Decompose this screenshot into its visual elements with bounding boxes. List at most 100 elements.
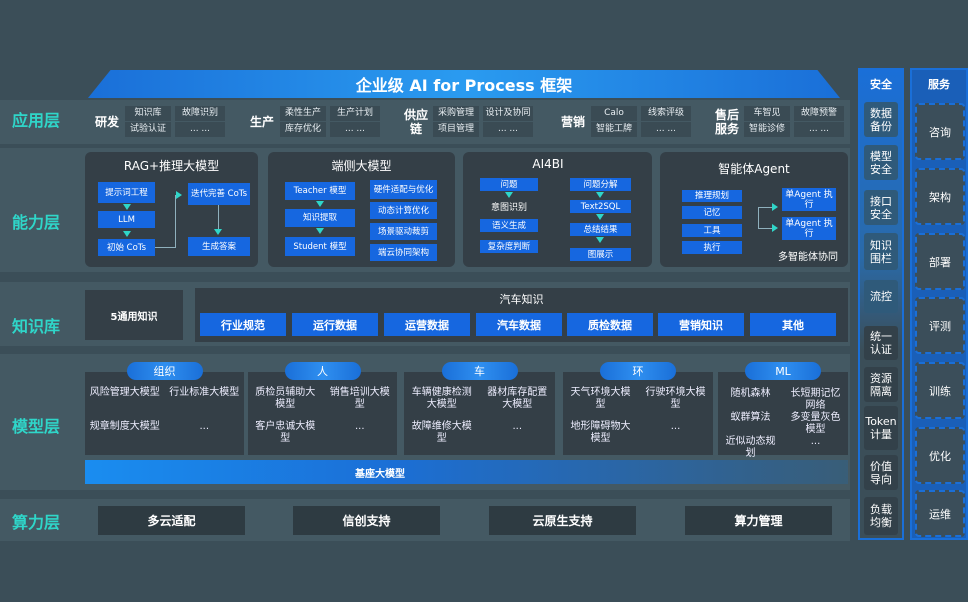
app-group-label: 供应链 bbox=[403, 107, 428, 136]
app-group: 售后服务 车智见 故障预警 智能诊修 ... ... bbox=[714, 106, 844, 137]
model-item: 车辆健康检测大模型 bbox=[411, 387, 472, 410]
app-item: 采购管理 bbox=[433, 106, 479, 121]
app-item-grid: 知识库 故障识别 试验认证 ... ... bbox=[125, 106, 225, 137]
edge-step: Student 模型 bbox=[285, 237, 355, 256]
rag-step: 迭代完善 CoTs bbox=[188, 183, 250, 205]
edge-model-panel: 端侧大模型 Teacher 模型 知识提取 Student 模型 硬件适配与优化… bbox=[268, 152, 455, 267]
edge-step: Teacher 模型 bbox=[285, 182, 355, 200]
model-item: 质检员辅助大模型 bbox=[255, 387, 316, 410]
app-item: 故障识别 bbox=[175, 106, 225, 121]
app-item: 知识库 bbox=[125, 106, 171, 121]
arrow-down-icon bbox=[505, 192, 513, 198]
arrow-down-icon bbox=[123, 204, 131, 210]
model-item: 随机森林 bbox=[730, 388, 771, 399]
layer-label-app: 应用层 bbox=[12, 111, 61, 130]
compute-item: 信创支持 bbox=[293, 506, 440, 535]
agent-title: 智能体Agent bbox=[718, 162, 790, 176]
model-item: 规章制度大模型 bbox=[89, 421, 160, 432]
compute-item: 算力管理 bbox=[685, 506, 832, 535]
app-group: 营销 Calo 线索评级 智能工牌 ... ... bbox=[559, 106, 691, 137]
model-item: 故障维修大模型 bbox=[411, 421, 472, 444]
agent-module: 执行 bbox=[682, 241, 742, 254]
model-group-panel bbox=[404, 372, 555, 455]
model-group-label: 组织 bbox=[126, 362, 203, 380]
security-item: 模型安全 bbox=[864, 145, 898, 180]
edge-feature: 动态计算优化 bbox=[370, 202, 437, 219]
edge-feature: 场景驱动裁剪 bbox=[370, 223, 437, 240]
app-item: 车智见 bbox=[744, 106, 790, 121]
knowledge-item: 营销知识 bbox=[658, 313, 744, 336]
model-item: 天气环境大模型 bbox=[570, 387, 631, 410]
app-group: 生产 柔性生产 生产计划 库存优化 ... ... bbox=[248, 106, 380, 137]
app-item: 柔性生产 bbox=[280, 106, 326, 121]
app-item: 智能诊修 bbox=[744, 122, 790, 137]
knowledge-item: 行业规范 bbox=[200, 313, 286, 336]
security-item: 知识围栏 bbox=[864, 233, 898, 270]
rag-step: 生成答案 bbox=[188, 237, 250, 256]
connector bbox=[218, 205, 219, 230]
model-item: 行驶环境大模型 bbox=[645, 387, 706, 410]
model-item: 蚁群算法 bbox=[730, 412, 771, 423]
app-item: 故障预警 bbox=[794, 106, 844, 121]
app-item-grid: 采购管理 设计及协同 项目管理 ... ... bbox=[433, 106, 533, 137]
arrow-down-icon bbox=[596, 192, 604, 198]
knowledge-item: 运营数据 bbox=[384, 313, 470, 336]
model-item: ... bbox=[670, 421, 681, 432]
model-item: 行业标准大模型 bbox=[169, 387, 240, 398]
model-item: 多变量灰色模型 bbox=[790, 412, 841, 435]
security-item: Token计量 bbox=[864, 406, 898, 450]
app-item-grid: 车智见 故障预警 智能诊修 ... ... bbox=[744, 106, 844, 137]
agent-module: 记忆 bbox=[682, 206, 742, 219]
connector bbox=[758, 207, 772, 208]
single-agent-box: 单Agent 执行 bbox=[782, 188, 836, 211]
security-item: 价值导向 bbox=[864, 455, 898, 490]
ai4bi-step: 图展示 bbox=[570, 248, 631, 261]
general-knowledge-box: 5通用知识 bbox=[85, 290, 183, 340]
rag-panel: RAG+推理大模型 提示词工程 LLM 初始 CoTs 迭代完善 CoTs 生成… bbox=[85, 152, 258, 267]
security-title: 安全 bbox=[870, 78, 892, 91]
app-item: ... ... bbox=[330, 122, 380, 137]
agent-panel: 智能体Agent 推理规划 记忆 工具 执行 单Agent 执行 单Agent … bbox=[660, 152, 848, 267]
app-group: 研发 知识库 故障识别 试验认证 ... ... bbox=[93, 106, 225, 137]
model-group-panel bbox=[563, 372, 713, 455]
model-group-panel bbox=[248, 372, 397, 455]
arrow-down-icon bbox=[123, 231, 131, 237]
ai4bi-step: 复杂度判断 bbox=[480, 240, 538, 253]
security-item: 统一认证 bbox=[864, 326, 898, 360]
auto-knowledge-title: 汽车知识 bbox=[499, 293, 544, 306]
ai4bi-step: 总结结果 bbox=[570, 223, 631, 236]
layer-label-capability: 能力层 bbox=[12, 213, 61, 232]
connector bbox=[758, 228, 772, 229]
edge-feature: 硬件适配与优化 bbox=[370, 180, 437, 199]
arrow-down-icon bbox=[214, 229, 222, 235]
model-item: ... bbox=[199, 421, 210, 432]
model-group-panel bbox=[718, 372, 848, 455]
security-item: 接口安全 bbox=[864, 190, 898, 225]
service-item: 部署 bbox=[915, 233, 965, 290]
app-item: ... ... bbox=[483, 122, 533, 137]
model-item: 近似动态规划 bbox=[725, 436, 776, 459]
app-group-label: 售后服务 bbox=[714, 107, 739, 136]
arrow-down-icon bbox=[596, 214, 604, 220]
knowledge-item: 其他 bbox=[750, 313, 836, 336]
model-group-label: ML bbox=[745, 362, 821, 380]
model-item: 长短期记忆网络 bbox=[790, 388, 841, 411]
compute-item: 云原生支持 bbox=[489, 506, 636, 535]
app-item: 线索评级 bbox=[641, 106, 691, 121]
knowledge-item: 汽车数据 bbox=[476, 313, 562, 336]
rag-step: LLM bbox=[98, 211, 155, 228]
model-item: 客户忠诚大模型 bbox=[255, 421, 316, 444]
model-group-label: 环 bbox=[600, 362, 676, 380]
ai4bi-step: 语义生成 bbox=[480, 219, 538, 232]
service-title: 服务 bbox=[928, 78, 950, 91]
knowledge-item: 运行数据 bbox=[292, 313, 378, 336]
page-title: 企业级 AI for Process 框架 bbox=[88, 70, 840, 98]
ai4bi-step-text: 意图识别 bbox=[490, 203, 527, 213]
service-item: 运维 bbox=[915, 490, 965, 537]
app-item: 设计及协同 bbox=[483, 106, 533, 121]
layer-label-knowledge: 知识库 bbox=[12, 317, 61, 336]
service-item: 咨询 bbox=[915, 103, 965, 160]
security-item: 流控 bbox=[864, 280, 898, 313]
app-item: 智能工牌 bbox=[591, 122, 637, 137]
model-item: 销售培训大模型 bbox=[329, 387, 390, 410]
